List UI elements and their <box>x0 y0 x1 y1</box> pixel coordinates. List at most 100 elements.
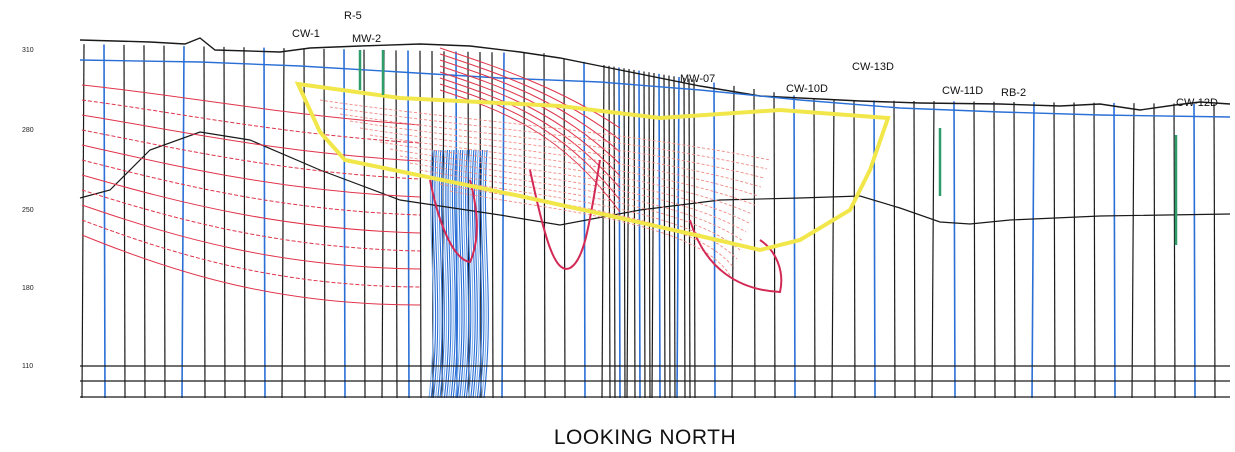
blue-plume-line <box>448 149 454 399</box>
red-contour-line <box>81 234 421 306</box>
borehole-line <box>479 51 482 399</box>
borehole-line <box>407 50 410 399</box>
pink-contour-line <box>379 141 753 215</box>
borehole-line <box>491 52 494 399</box>
borehole-line <box>181 46 185 399</box>
blue-plume-line <box>459 149 465 399</box>
borehole-line <box>648 72 651 399</box>
borehole-line <box>658 73 661 399</box>
red-contour-line <box>81 114 421 162</box>
well-label-cw10d: CW-10D <box>786 83 828 95</box>
elevation-tick-280: 280 <box>22 127 34 134</box>
borehole-line <box>223 46 226 399</box>
borehole-line <box>501 52 505 399</box>
borehole-line <box>583 61 586 399</box>
borehole-line <box>81 44 85 399</box>
highlight-polygon <box>294 81 891 253</box>
borehole-line <box>688 78 691 399</box>
well-label-cw1: CW-1 <box>292 28 320 40</box>
well-screens <box>358 50 1178 245</box>
blue-plume-line <box>470 149 476 399</box>
borehole-line <box>601 65 605 399</box>
red-contour-line <box>439 59 621 153</box>
borehole-lines <box>81 44 1216 399</box>
borehole-line <box>1193 103 1196 399</box>
pink-contour-line <box>359 127 759 197</box>
well-labels: R-5 CW-1 MW-2 CW-10D CW-13D CW-11D RB-2 … <box>292 10 1218 109</box>
blue-plume-line <box>468 149 474 399</box>
borehole-line <box>1213 103 1216 399</box>
borehole-line <box>873 100 876 399</box>
borehole-line <box>651 73 655 399</box>
red-contour-line <box>81 144 421 198</box>
borehole-line <box>163 45 166 399</box>
blue-plume-line <box>461 149 467 399</box>
borehole-line <box>813 98 816 399</box>
borehole-line <box>973 101 976 399</box>
blue-plume-line <box>483 149 489 399</box>
red-contour-line <box>439 47 621 129</box>
blue-plume-line <box>450 149 456 399</box>
borehole-line <box>263 47 266 399</box>
elevation-axis: 310 280 250 180 110 <box>22 47 34 370</box>
borehole-line <box>683 77 686 399</box>
red-contour-line <box>439 71 621 177</box>
pink-contour-line <box>329 106 768 170</box>
blue-plume-line <box>472 149 478 399</box>
borehole-line <box>613 66 616 399</box>
borehole-line <box>853 100 856 399</box>
borehole-line <box>381 50 385 399</box>
red-contour-line <box>81 129 421 180</box>
borehole-line <box>668 75 671 399</box>
pink-contour-line <box>399 155 747 233</box>
borehole-line <box>676 77 680 399</box>
pink-contour-line <box>319 99 771 161</box>
blue-plume-line <box>463 149 470 399</box>
borehole-line <box>673 76 676 399</box>
borehole-line <box>343 49 346 399</box>
borehole-line <box>1131 103 1135 399</box>
red-contour-line <box>81 99 421 144</box>
borehole-line <box>993 101 996 399</box>
interface-line <box>79 131 1231 226</box>
elevation-tick-110: 110 <box>22 363 33 370</box>
borehole-line <box>103 44 106 399</box>
blue-plume-line <box>457 149 463 399</box>
borehole-line <box>543 53 546 399</box>
borehole-line <box>1113 102 1116 399</box>
figure-caption: LOOKING NORTH <box>554 426 736 449</box>
red-contour-line <box>439 65 621 165</box>
borehole-line <box>303 48 306 399</box>
borehole-line <box>638 70 641 399</box>
borehole-line <box>1073 102 1076 399</box>
well-label-cw13d: CW-13D <box>852 61 894 73</box>
borehole-line <box>1093 102 1096 399</box>
blue-plume-line <box>476 149 483 399</box>
red-contour-line <box>439 77 621 189</box>
borehole-line <box>281 48 285 399</box>
borehole-line <box>753 89 756 399</box>
borehole-line <box>395 50 398 399</box>
borehole-line <box>893 100 896 399</box>
borehole-line <box>523 52 526 399</box>
blue-plume-line <box>454 149 461 399</box>
borehole-line <box>1013 101 1016 399</box>
ground-surface-line <box>79 37 1231 111</box>
borehole-line <box>831 100 835 399</box>
blue-plume-line <box>481 149 487 399</box>
pink-contour-line <box>449 190 732 278</box>
well-label-cw12d: CW-12D <box>1176 97 1218 109</box>
borehole-line <box>143 45 146 399</box>
pink-contour-line <box>409 162 744 242</box>
borehole-line <box>1031 102 1035 399</box>
well-label-rb2: RB-2 <box>1001 87 1026 99</box>
well-label-mw07: MW-07 <box>680 73 715 85</box>
borehole-line <box>626 69 630 399</box>
red-contour-line <box>81 174 421 234</box>
pink-contour-line <box>349 120 762 188</box>
borehole-line <box>1153 103 1156 399</box>
borehole-line <box>1173 103 1176 399</box>
well-label-mw2: MW-2 <box>352 33 381 45</box>
borehole-line <box>618 67 621 399</box>
